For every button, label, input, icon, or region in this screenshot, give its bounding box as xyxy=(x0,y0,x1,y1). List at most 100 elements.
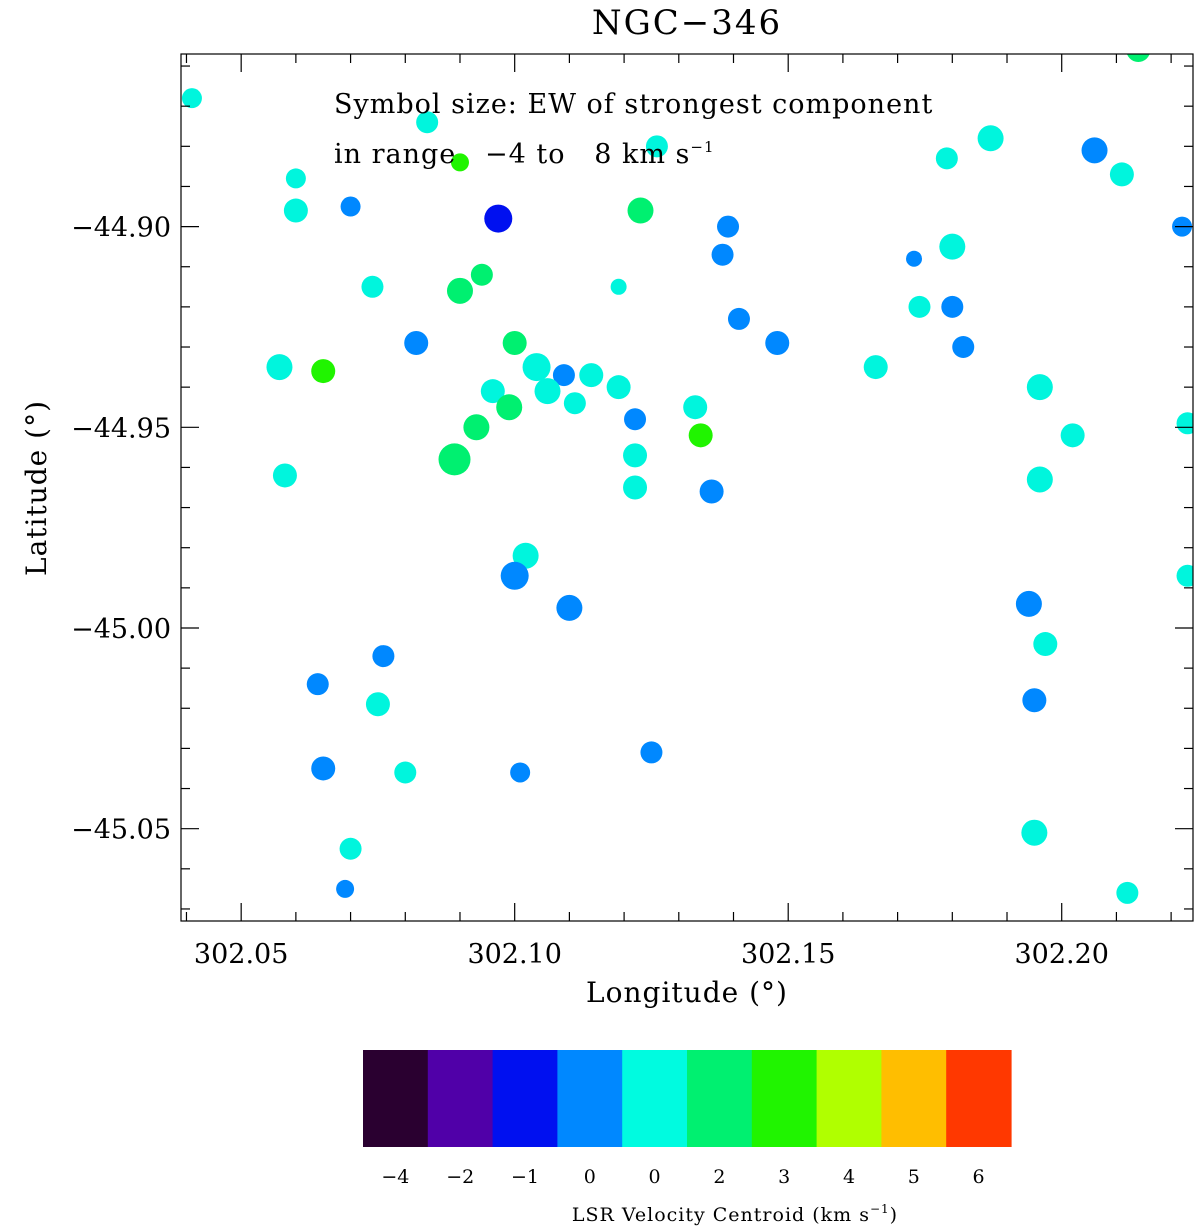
ticks-layer xyxy=(181,54,1193,921)
data-point-37 xyxy=(534,378,561,405)
data-point-18 xyxy=(906,250,923,267)
data-point-33 xyxy=(552,364,575,387)
colorbar-swatch-9 xyxy=(946,1050,1012,1147)
data-point-24 xyxy=(941,295,964,318)
y-tick-labels: −44.90 −44.95 −45.00 −45.05 xyxy=(71,213,171,846)
data-point-22 xyxy=(610,278,627,295)
x-tick-labels: 302.05 302.10 302.15 302.20 xyxy=(194,939,1109,970)
data-point-63 xyxy=(1022,688,1047,713)
data-point-61 xyxy=(306,673,329,696)
colorbar-tick-label-5: 2 xyxy=(713,1166,725,1188)
y-tick-label-3: −45.05 xyxy=(71,815,171,846)
data-point-55 xyxy=(500,561,529,590)
data-point-58 xyxy=(1015,590,1042,617)
data-point-6 xyxy=(1126,54,1150,62)
data-point-11 xyxy=(340,196,361,217)
colorbar-tick-label-4: 0 xyxy=(649,1166,661,1188)
colorbar-tick-label-9: 6 xyxy=(973,1166,985,1188)
data-point-52 xyxy=(623,475,648,500)
x-tick-label-2: 302.15 xyxy=(741,939,835,970)
data-point-70 xyxy=(336,879,355,898)
data-point-16 xyxy=(939,233,966,260)
data-point-54 xyxy=(512,542,539,569)
annotation-line-1: Symbol size: EW of strongest component xyxy=(334,89,933,120)
data-point-31 xyxy=(311,359,336,384)
colorbar-swatch-5 xyxy=(687,1050,753,1147)
data-point-59 xyxy=(1033,632,1058,657)
data-point-40 xyxy=(496,394,523,421)
x-tick-label-3: 302.20 xyxy=(1014,939,1108,970)
data-point-9 xyxy=(285,168,306,189)
data-point-39 xyxy=(1026,374,1053,401)
data-point-32 xyxy=(522,353,551,382)
data-point-56 xyxy=(1176,564,1193,587)
colorbar-tick-label-8: 5 xyxy=(908,1166,920,1188)
data-point-65 xyxy=(311,756,336,781)
data-point-43 xyxy=(624,408,647,431)
data-point-14 xyxy=(717,215,740,238)
data-point-19 xyxy=(361,275,384,298)
data-point-60 xyxy=(372,645,395,668)
data-point-34 xyxy=(579,363,604,388)
data-point-68 xyxy=(1021,819,1048,846)
y-axis-label: Latitude (°) xyxy=(20,400,53,576)
colorbar-tick-labels: −4 −2 −1 0 0 2 3 4 5 6 xyxy=(381,1166,984,1188)
data-point-2 xyxy=(645,135,668,158)
colorbar-swatch-0 xyxy=(363,1050,429,1147)
data-point-28 xyxy=(765,331,790,355)
colorbar-swatch-2 xyxy=(492,1050,558,1147)
data-point-46 xyxy=(1060,423,1085,448)
colorbar-swatch-8 xyxy=(881,1050,947,1147)
data-point-27 xyxy=(502,331,527,355)
data-point-69 xyxy=(339,837,362,860)
data-point-51 xyxy=(1026,466,1053,493)
data-point-50 xyxy=(272,463,297,488)
data-point-20 xyxy=(446,277,473,304)
y-tick-label-0: −44.90 xyxy=(71,213,171,244)
data-point-23 xyxy=(908,295,931,318)
data-point-3 xyxy=(977,125,1004,152)
data-point-48 xyxy=(623,443,648,468)
data-point-8 xyxy=(450,153,469,172)
x-tick-label-1: 302.10 xyxy=(467,939,561,970)
data-point-44 xyxy=(463,414,490,441)
data-point-62 xyxy=(365,692,390,717)
data-point-7 xyxy=(1109,162,1134,187)
colorbar-swatch-7 xyxy=(816,1050,882,1147)
colorbar-tick-label-1: −2 xyxy=(446,1166,474,1188)
data-point-10 xyxy=(283,198,308,223)
data-point-1 xyxy=(416,111,439,134)
data-point-41 xyxy=(563,392,586,415)
colorbar-tick-label-0: −4 xyxy=(381,1166,409,1188)
annotation-line-2-sup: −1 xyxy=(690,138,714,156)
data-point-57 xyxy=(556,594,583,621)
y-tick-label-2: −45.00 xyxy=(71,614,171,645)
data-point-30 xyxy=(266,354,293,381)
x-tick-label-0: 302.05 xyxy=(194,939,288,970)
data-point-49 xyxy=(438,443,471,476)
colorbar-label-sup: −1 xyxy=(870,1202,890,1216)
colorbar-label: LSR Velocity Centroid (km s−1) xyxy=(572,1202,898,1226)
data-point-26 xyxy=(404,331,429,355)
colorbar-tick-label-2: −1 xyxy=(511,1166,539,1188)
colorbar-swatch-6 xyxy=(751,1050,818,1147)
data-point-47 xyxy=(1176,412,1193,435)
colorbar-swatch-1 xyxy=(427,1050,494,1147)
plot-frame xyxy=(180,53,1194,922)
data-point-4 xyxy=(935,147,958,170)
data-point-15 xyxy=(711,243,734,266)
data-point-25 xyxy=(727,307,750,330)
y-tick-label-1: −44.95 xyxy=(71,413,171,444)
data-point-38 xyxy=(606,375,631,400)
annotation-line-2-text: in range −4 to 8 km s xyxy=(334,139,690,170)
data-point-13 xyxy=(627,197,654,224)
data-point-35 xyxy=(863,355,888,380)
colorbar-tick-label-6: 3 xyxy=(778,1166,790,1188)
data-point-29 xyxy=(952,336,975,359)
data-point-66 xyxy=(394,761,417,784)
colorbar-swatch-4 xyxy=(622,1050,688,1147)
data-point-0 xyxy=(181,88,202,109)
data-point-5 xyxy=(1081,137,1108,164)
annotation-line-2: in range −4 to 8 km s−1 xyxy=(334,138,715,170)
